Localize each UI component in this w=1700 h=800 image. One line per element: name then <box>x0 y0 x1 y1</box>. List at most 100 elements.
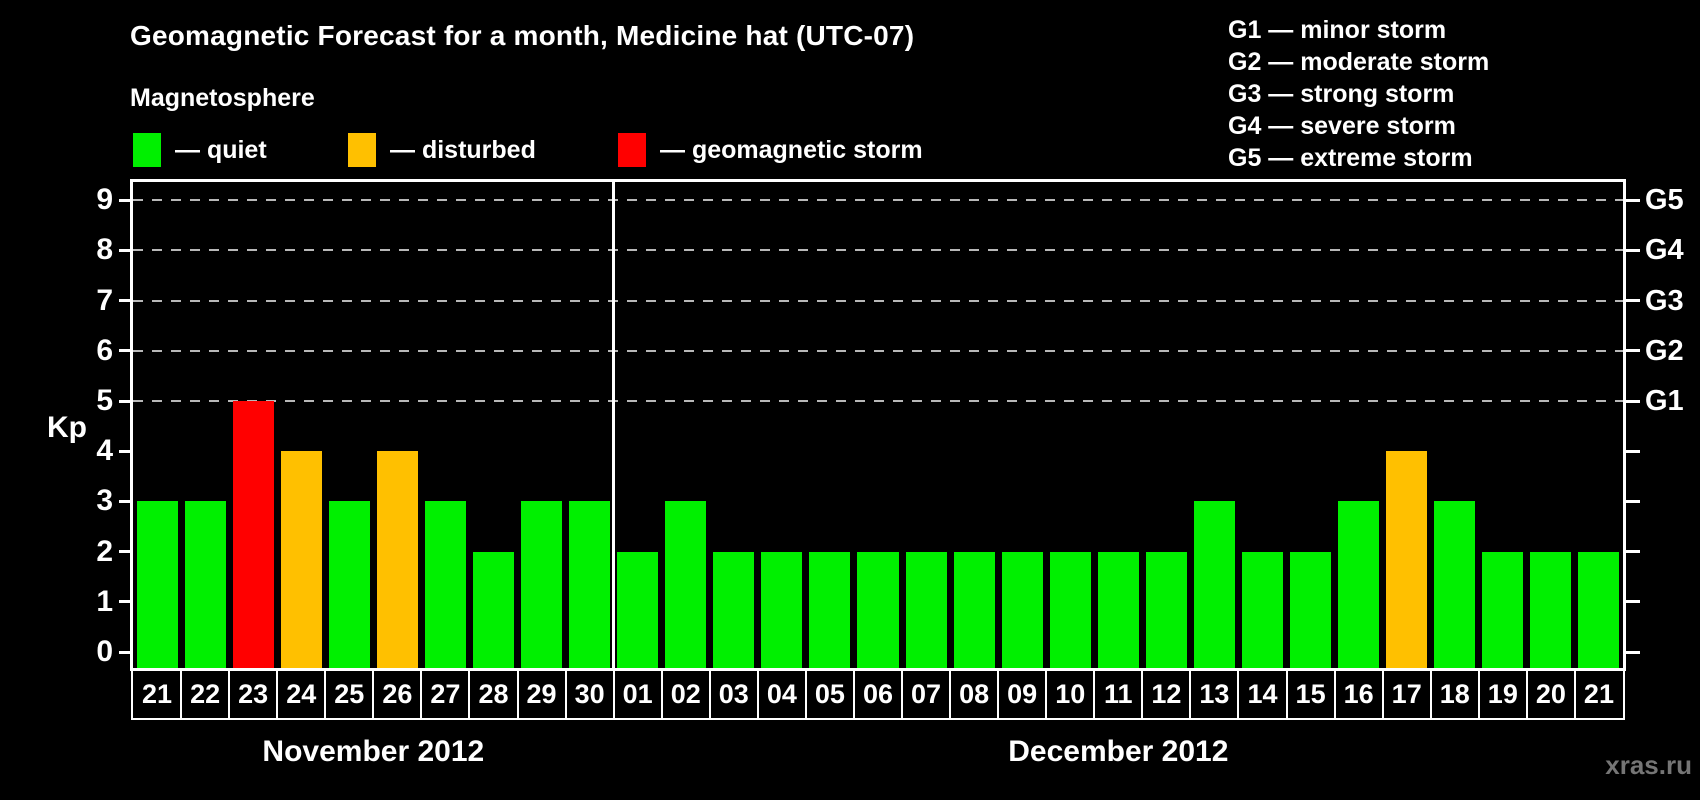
kp-bar-18 <box>1434 501 1476 668</box>
day-label: 30 <box>574 679 605 709</box>
month-label: November 2012 <box>262 735 485 768</box>
month-separator-line <box>612 182 616 668</box>
day-label: 15 <box>1295 679 1326 709</box>
y-tick-label: 9 <box>96 183 113 217</box>
day-cell-divider <box>1381 671 1384 718</box>
g-legend-line: G1 — minor storm <box>1228 16 1447 44</box>
day-label: 24 <box>286 679 317 709</box>
day-cell-divider <box>708 671 711 718</box>
day-label: 10 <box>1055 679 1086 709</box>
g-axis-label-G2: G2 <box>1645 334 1684 367</box>
kp-bar-24 <box>280 451 322 668</box>
day-label: 09 <box>1007 679 1038 709</box>
quiet-legend-label: — quiet <box>175 136 267 164</box>
day-cell-divider <box>1573 671 1576 718</box>
day-cell-divider <box>1189 671 1192 718</box>
day-label: 14 <box>1247 679 1278 709</box>
day-label: 27 <box>430 679 461 709</box>
day-label: 22 <box>190 679 221 709</box>
day-label: 25 <box>334 679 365 709</box>
kp-bar-03 <box>713 551 755 668</box>
day-cell-divider <box>949 671 952 718</box>
day-cell-divider <box>372 671 375 718</box>
y-tick-label: 5 <box>96 384 113 417</box>
day-cell-divider <box>997 671 1000 718</box>
day-label: 18 <box>1439 679 1470 709</box>
g-legend-line: G3 — strong storm <box>1228 80 1455 108</box>
y-tick-left <box>119 299 133 303</box>
day-cell-divider <box>564 671 567 718</box>
day-label: 26 <box>382 679 413 709</box>
kp-bar-12 <box>1145 551 1187 668</box>
day-label: 02 <box>670 679 701 709</box>
y-tick-label: 0 <box>96 635 113 668</box>
kp-bar-09 <box>1001 551 1043 668</box>
day-cell-divider <box>852 671 855 718</box>
g-axis-label-G5: G5 <box>1645 184 1684 217</box>
kp-bar-21 <box>136 501 178 668</box>
y-tick-left <box>119 550 133 554</box>
y-tick-right <box>1626 600 1640 604</box>
day-label: 11 <box>1104 679 1133 709</box>
day-cell-divider <box>1333 671 1336 718</box>
day-cell-divider <box>1429 671 1432 718</box>
day-cell-divider <box>1045 671 1048 718</box>
day-cell-divider <box>756 671 759 718</box>
kp-bar-05 <box>809 551 851 668</box>
kp-bar-17 <box>1386 451 1428 668</box>
day-cell-divider <box>324 671 327 718</box>
day-label: 21 <box>142 679 173 709</box>
day-cell-divider <box>1141 671 1144 718</box>
kp-bar-27 <box>424 501 466 668</box>
day-label: 16 <box>1343 679 1374 709</box>
kp-bar-21 <box>1578 551 1620 668</box>
kp-bar-26 <box>376 451 418 668</box>
kp-bar-13 <box>1193 501 1235 668</box>
kp-bar-25 <box>328 501 370 668</box>
y-tick-left <box>119 449 133 453</box>
day-cell-divider <box>228 671 231 718</box>
kp-bar-20 <box>1530 551 1572 668</box>
day-cell-divider <box>180 671 183 718</box>
kp-bar-02 <box>665 501 707 668</box>
day-label: 08 <box>959 679 990 709</box>
day-label: 04 <box>766 679 797 709</box>
kp-bar-29 <box>521 501 563 668</box>
kp-bar-28 <box>472 551 514 668</box>
day-cell-divider <box>420 671 423 718</box>
kp-bar-16 <box>1338 501 1380 668</box>
day-cell-divider <box>516 671 519 718</box>
g-axis-label-G3: G3 <box>1645 284 1684 317</box>
quiet-legend-swatch <box>133 133 161 167</box>
y-tick-left <box>119 198 133 202</box>
day-label: 03 <box>718 679 749 709</box>
day-label: 12 <box>1151 679 1182 709</box>
kp-bar-19 <box>1482 551 1524 668</box>
y-tick-right <box>1626 198 1640 202</box>
day-label: 28 <box>478 679 509 709</box>
page-title: Geomagnetic Forecast for a month, Medici… <box>130 20 915 51</box>
day-cell-divider <box>660 671 663 718</box>
g-axis-label-G4: G4 <box>1645 234 1684 267</box>
y-tick-right <box>1626 650 1640 654</box>
kp-bar-11 <box>1097 551 1139 668</box>
day-cell-divider <box>1525 671 1528 718</box>
watermark: xras.ru <box>1605 750 1692 780</box>
y-tick-right <box>1626 399 1640 403</box>
g-axis-label-G1: G1 <box>1645 385 1684 417</box>
y-axis-title: Kp <box>47 411 87 445</box>
gridline-kp5 <box>133 400 1623 402</box>
g-legend-line: G5 — extreme storm <box>1228 144 1473 172</box>
gridline-kp7 <box>133 299 1623 302</box>
g-legend-line: G4 — severe storm <box>1228 112 1456 140</box>
gridline-kp6 <box>133 349 1623 352</box>
y-tick-label: 2 <box>96 534 113 568</box>
y-tick-left <box>119 399 133 403</box>
day-label: 01 <box>622 679 653 709</box>
day-cell-divider <box>276 671 279 718</box>
y-tick-right <box>1626 299 1640 303</box>
magnetosphere-label: Magnetosphere <box>130 84 315 112</box>
day-label: 17 <box>1391 679 1422 709</box>
disturbed-legend-swatch <box>348 133 376 167</box>
